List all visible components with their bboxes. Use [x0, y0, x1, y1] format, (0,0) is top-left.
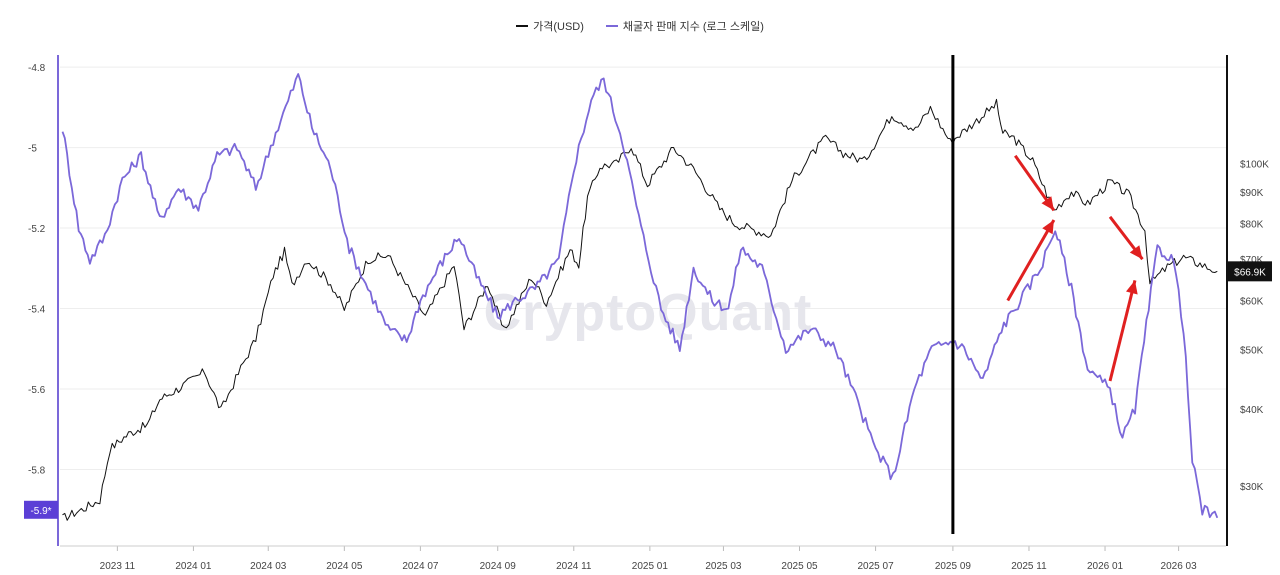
x-tick-label: 2025 09: [935, 561, 972, 572]
x-tick-label: 2026 01: [1087, 561, 1124, 572]
y-left-current-badge: [24, 500, 58, 519]
y-left-tick-label: -4.8: [28, 63, 46, 74]
x-tick-label: 2023 11: [100, 561, 136, 572]
y-right-tick-label: $70K: [1240, 255, 1264, 266]
y-right-tick-label: $60K: [1240, 297, 1264, 308]
annotation-arrow-head: [1041, 196, 1054, 211]
legend-label-miner-index: 채굴자 판매 지수 (로그 스케일): [622, 21, 764, 33]
x-tick-label: 2024 01: [175, 561, 212, 572]
legend-swatch-price: [516, 25, 529, 27]
x-tick-label: 2024 11: [556, 561, 592, 572]
price-series-line: [62, 98, 1218, 521]
x-tick-label: 2024 07: [402, 561, 439, 572]
x-tick-label: 2025 03: [705, 561, 742, 572]
grid-lines: [60, 66, 1226, 471]
y-left-tick-label: -5.6: [28, 385, 46, 396]
axis-badges: -5.9* $66.9K: [24, 261, 1272, 519]
x-tick-label: 2024 05: [326, 561, 363, 572]
y-left-tick-label: -5.4: [28, 305, 46, 316]
y-left-tick-label: -5.8: [28, 466, 46, 477]
annotation-arrow-shaft: [1006, 219, 1056, 302]
y-right-tick-label: $50K: [1240, 345, 1264, 356]
y-right-tick-label: $100K: [1240, 160, 1269, 171]
annotation-arrow-head: [1126, 280, 1138, 295]
x-tick-label: 2024 03: [250, 561, 287, 572]
y-right-tick-label: $90K: [1240, 188, 1264, 199]
axes: -4.8-5-5.2-5.4-5.6-5.8$100K$90K$80K$70K$…: [28, 55, 1269, 572]
legend-swatch-miner-index: [605, 25, 618, 27]
x-tick-label: 2024 09: [480, 561, 517, 572]
y-left-tick-label: -5: [28, 144, 37, 155]
y-right-tick-label: $80K: [1240, 219, 1264, 230]
legend: 가격(USD) 채굴자 판매 지수 (로그 스케일): [0, 18, 1280, 34]
watermark: CryptoQuant: [484, 284, 813, 342]
annotation-arrow-shaft: [1108, 280, 1137, 382]
annotations: [951, 55, 1144, 534]
y-right-tick-label: $30K: [1240, 482, 1264, 493]
x-tick-label: 2026 03: [1161, 561, 1198, 572]
annotation-arrow-head: [1042, 220, 1054, 235]
legend-item-price[interactable]: 가격(USD): [516, 18, 584, 34]
y-left-tick-label: -5.2: [28, 224, 46, 235]
annotation-arrow-head: [1129, 245, 1143, 260]
x-tick-label: 2025 05: [781, 561, 818, 572]
y-left-current-label: -5.9*: [30, 506, 51, 517]
legend-label-price: 가격(USD): [533, 21, 584, 33]
y-right-current-label: $66.9K: [1234, 267, 1266, 278]
x-tick-label: 2025 01: [632, 561, 669, 572]
y-right-current-badge: [1228, 261, 1272, 282]
miner-index-series-line: [61, 73, 1219, 519]
x-tick-label: 2025 07: [857, 561, 894, 572]
series: [61, 73, 1219, 521]
legend-item-miner-index[interactable]: 채굴자 판매 지수 (로그 스케일): [605, 18, 764, 34]
y-right-tick-label: $40K: [1240, 405, 1264, 416]
x-tick-label: 2025 11: [1011, 561, 1047, 572]
